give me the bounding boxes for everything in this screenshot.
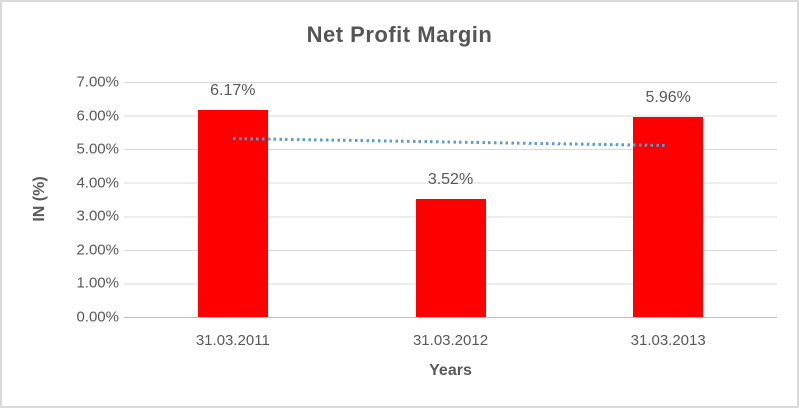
plot-area: 6.17% 3.52% 5.96% [124,82,777,318]
x-tick-label: 31.03.2013 [630,332,706,349]
y-tick-label: 6.00% [76,107,119,125]
trendline [232,136,669,147]
bar [633,116,704,317]
y-tick-label: 2.00% [76,241,119,259]
x-axis-title: Years [429,362,472,379]
chart-title: Net Profit Margin [306,22,493,47]
y-axis-tick-labels: 7.00% 6.00% 5.00% 4.00% 3.00% 2.00% 1.00… [52,74,119,326]
bar-value-label: 3.52% [427,170,474,188]
bar [197,109,268,317]
y-tick-label: 3.00% [76,207,119,225]
x-axis-tick-labels: 31.03.2011 31.03.2012 31.03.2013 [124,332,777,349]
bar-value-label: 6.17% [210,81,256,99]
x-tick-label: 31.03.2011 [195,332,270,349]
y-tick-label: 1.00% [76,274,119,292]
y-tick-label: 5.00% [76,140,119,158]
bar [415,198,486,317]
y-axis-title: IN (%) [31,176,48,222]
y-tick-label: 4.00% [76,174,119,192]
bar-value-label: 5.96% [645,88,691,106]
x-tick-label: 31.03.2012 [412,332,489,349]
y-tick-label: 0.00% [76,308,119,326]
y-tick-label: 7.00% [76,73,119,91]
